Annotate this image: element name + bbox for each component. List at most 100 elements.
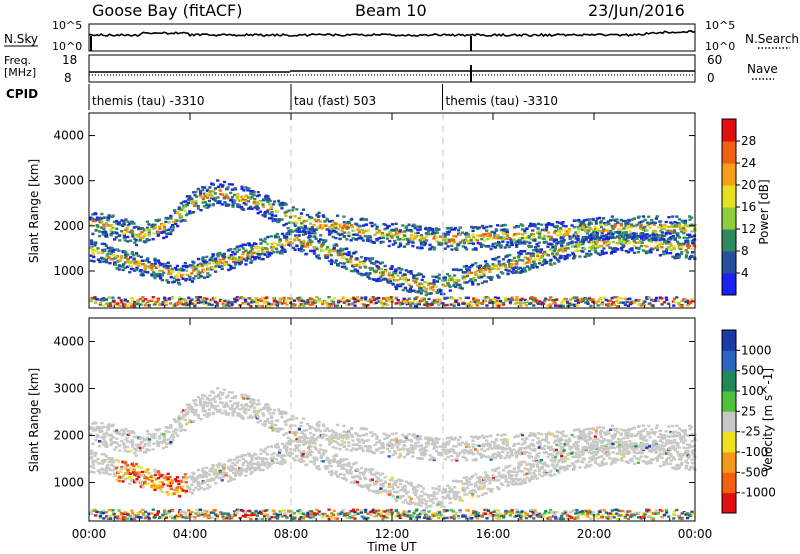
power-echo-cell xyxy=(561,248,565,251)
power-echo-cell xyxy=(552,249,556,253)
power-echo-cell xyxy=(660,303,664,306)
velocity-echo-cell xyxy=(193,402,197,405)
velocity-echo-cell xyxy=(325,428,329,431)
power-echo-cell xyxy=(195,265,199,268)
velocity-echo-cell xyxy=(577,428,581,431)
power-echo-cell xyxy=(415,303,419,306)
velocity-echo-cell xyxy=(368,444,372,448)
power-echo-cell xyxy=(690,254,694,258)
power-echo-cell xyxy=(523,241,527,245)
velocity-echo-cell xyxy=(118,449,122,452)
velocity-echo-cell xyxy=(471,452,475,456)
velocity-echo-cell xyxy=(421,446,426,450)
power-echo-cell xyxy=(259,253,263,256)
power-echo-cell xyxy=(422,240,426,243)
power-echo-cell xyxy=(267,252,271,256)
power-y-axis-label: Slant Range [km] xyxy=(27,159,41,263)
power-echo-cell xyxy=(607,302,611,306)
velocity-echo-cell xyxy=(143,442,148,446)
velocity-echo-cell xyxy=(366,449,370,453)
velocity-echo-cell xyxy=(433,441,437,445)
velocity-echo-cell xyxy=(216,387,220,390)
power-echo-cell xyxy=(126,230,130,233)
power-echo-cell xyxy=(423,280,427,284)
power-echo-cell xyxy=(403,230,407,233)
power-echo-cell xyxy=(123,266,127,270)
power-echo-cell xyxy=(345,247,349,250)
power-echo-cell xyxy=(483,296,487,299)
velocity-echo-cell xyxy=(184,408,188,412)
power-echo-cell xyxy=(687,246,691,249)
power-echo-cell xyxy=(303,232,307,235)
power-echo-cell xyxy=(205,193,209,196)
power-echo-cell xyxy=(282,296,286,300)
velocity-echo-cell xyxy=(303,436,307,439)
power-echo-cell xyxy=(222,180,227,184)
velocity-echo-cell xyxy=(341,436,345,440)
velocity-echo-cell xyxy=(528,452,532,455)
velocity-echo-cell xyxy=(515,454,519,457)
velocity-echo-cell xyxy=(357,447,361,450)
power-echo-cell xyxy=(306,299,310,302)
power-echo-cell xyxy=(158,231,162,234)
velocity-echo-cell xyxy=(572,435,576,439)
power-echo-cell xyxy=(207,303,211,306)
power-echo-cell xyxy=(91,232,95,236)
velocity-echo-cell xyxy=(501,450,505,453)
power-echo-cell xyxy=(147,234,151,237)
power-echo-cell xyxy=(546,254,550,257)
velocity-echo-cell xyxy=(493,456,497,459)
power-echo-cell xyxy=(530,296,534,299)
power-echo-cell xyxy=(410,230,414,233)
velocity-echo-cell xyxy=(488,446,492,449)
velocity-echo-cell xyxy=(334,434,338,437)
power-echo-cell xyxy=(134,225,138,229)
power-echo-cell xyxy=(278,297,282,300)
power-echo-cell xyxy=(299,303,303,306)
power-echo-cell xyxy=(512,256,516,260)
velocity-echo-cell xyxy=(487,442,491,445)
velocity-echo-cell xyxy=(357,441,361,444)
power-echo-cell xyxy=(257,254,261,257)
velocity-echo-cell xyxy=(207,408,211,411)
power-echo-cell xyxy=(205,260,209,264)
power-echo-cell xyxy=(504,266,508,269)
velocity-echo-cell xyxy=(117,430,121,434)
power-echo-cell xyxy=(413,237,417,240)
power-echo-cell xyxy=(312,229,316,233)
power-echo-cell xyxy=(517,251,521,254)
power-echo-cell xyxy=(663,227,667,230)
power-echo-cell xyxy=(336,232,340,235)
power-echo-cell xyxy=(494,267,498,271)
power-echo-cell xyxy=(686,239,690,243)
velocity-echo-cell xyxy=(355,443,359,446)
power-echo-cell xyxy=(525,240,529,244)
power-echo-cell xyxy=(121,224,125,227)
velocity-echo-cell xyxy=(522,450,526,454)
power-echo-cell xyxy=(256,246,261,249)
power-echo-cell xyxy=(441,302,445,305)
velocity-echo-cell xyxy=(132,431,136,435)
velocity-echo-cell xyxy=(525,451,529,454)
velocity-echo-cell xyxy=(321,436,325,440)
power-echo-cell xyxy=(397,245,401,249)
power-echo-cell xyxy=(262,302,267,305)
power-echo-cell xyxy=(383,270,388,273)
power-echo-cell xyxy=(388,231,392,234)
velocity-echo-cell xyxy=(98,444,102,448)
power-echo-cell xyxy=(521,259,525,262)
power-echo-cell xyxy=(426,303,430,306)
velocity-echo-cell xyxy=(302,439,306,442)
velocity-echo-cell xyxy=(198,402,202,405)
power-echo-cell xyxy=(193,204,197,207)
power-echo-cell xyxy=(190,198,194,202)
power-echo-cell xyxy=(490,230,494,234)
power-echo-cell xyxy=(463,278,467,281)
power-echo-cell xyxy=(227,203,231,206)
power-echo-cell xyxy=(669,225,673,228)
power-echo-cell xyxy=(272,241,276,245)
power-echo-cell xyxy=(519,266,523,270)
power-echo-cell xyxy=(253,198,257,201)
power-echo-cell xyxy=(153,273,157,276)
velocity-echo-cell xyxy=(145,436,149,439)
